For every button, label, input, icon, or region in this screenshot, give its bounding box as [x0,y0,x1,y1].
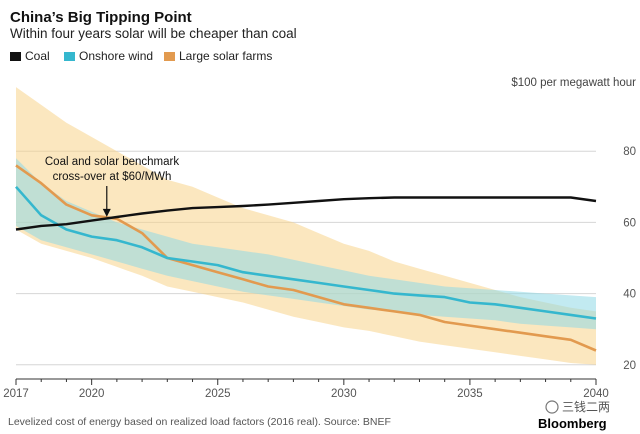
annotation-line-2: cross-over at $60/MWh [53,171,172,183]
legend-swatch-solar [164,52,175,61]
watermark: 三钱二两 [545,399,610,414]
x-axis: 2017 2020 2025 2030 2035 2040 [3,378,609,400]
y-tick-label-40: 40 [623,289,636,301]
watermark-text: 三钱二两 [562,399,610,414]
x-tick-label-2020: 2020 [79,388,105,400]
legend-label-wind: Onshore wind [79,49,153,63]
confidence-bands [16,87,596,365]
y-tick-label-80: 80 [623,146,636,158]
annotation-arrow-head [102,208,111,217]
wechat-icon [545,400,559,414]
legend-swatch-coal [10,52,21,61]
x-tick-label-2017: 2017 [3,388,29,400]
chart-subtitle: Within four years solar will be cheaper … [10,26,297,41]
y-tick-label-60: 60 [623,217,636,229]
crossover-annotation: Coal and solar benchmark cross-over at $… [45,156,179,217]
annotation-line-1: Coal and solar benchmark [45,156,179,168]
x-tick-label-2025: 2025 [205,388,231,400]
x-tick-label-2040: 2040 [583,388,609,400]
source-note: Levelized cost of energy based on realiz… [8,416,391,428]
legend-swatch-wind [64,52,75,61]
y-tick-label-20: 20 [623,360,636,372]
legend-label-coal: Coal [25,49,50,63]
coal-line [15,196,597,231]
series-lines [15,164,597,352]
legend: Coal Onshore wind Large solar farms [10,49,272,63]
legend-label-solar: Large solar farms [179,49,272,63]
y-axis-ticks: 20 40 60 80 [623,146,636,372]
x-tick-label-2030: 2030 [331,388,357,400]
bloomberg-logo: Bloomberg [538,416,607,431]
chart-title: China’s Big Tipping Point [10,9,192,26]
onshore-wind-line [15,185,597,320]
y-unit-label: $100 per megawatt hour [511,77,636,89]
x-tick-label-2035: 2035 [457,388,483,400]
